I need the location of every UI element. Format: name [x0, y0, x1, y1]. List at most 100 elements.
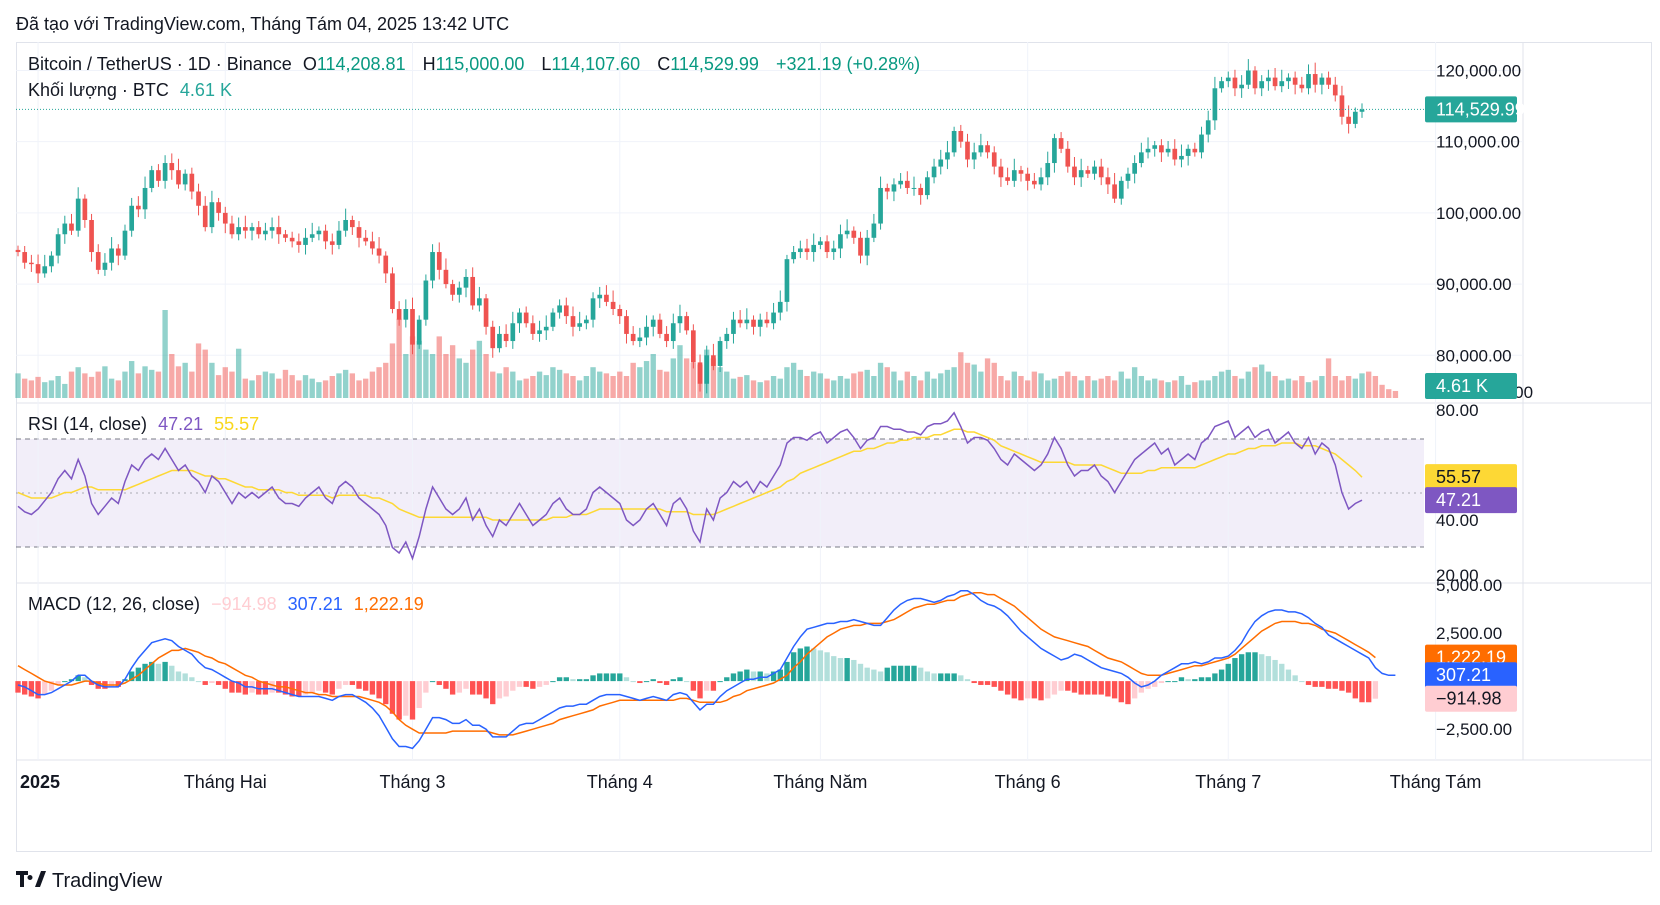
candle-body: [1185, 148, 1191, 156]
chart-caption: Đã tạo với TradingView.com, Tháng Tám 04…: [16, 14, 510, 34]
macd-hist-bar: [617, 673, 623, 682]
macd-hist-bar: [724, 677, 730, 682]
macd-hist-bar: [1131, 681, 1138, 699]
volume-bar: [376, 367, 382, 398]
macd-hist-bar: [356, 681, 362, 689]
candle-body: [717, 341, 723, 366]
macd-label[interactable]: MACD (12, 26, close): [28, 594, 201, 614]
volume-bar: [1392, 390, 1399, 398]
volume-bar: [1372, 376, 1379, 398]
volume-bar: [463, 362, 469, 398]
macd-hist-bar: [530, 681, 536, 689]
macd-lines: [17, 590, 1396, 750]
macd-hist-bar: [1285, 669, 1292, 682]
macd-hist-bar: [1011, 681, 1017, 699]
macd-hist-bar: [938, 673, 944, 682]
candle-body: [289, 237, 295, 242]
macd-badge: 307.21: [1436, 665, 1491, 685]
candle-body: [416, 319, 422, 345]
volume-bar: [262, 371, 269, 398]
candle-body: [323, 230, 328, 242]
volume-bar: [329, 376, 335, 398]
volume-bar: [503, 367, 509, 398]
volume-bar: [1245, 371, 1252, 398]
volume-bar: [309, 378, 315, 398]
candle-body: [136, 205, 141, 210]
macd-hist-bar: [1259, 654, 1265, 682]
macd-hist-bar: [1045, 681, 1051, 699]
volume-bar: [409, 336, 416, 398]
volume-bar: [155, 371, 162, 398]
candle-body: [22, 252, 28, 263]
symbol-name[interactable]: Bitcoin / TetherUS · 1D · Binance: [28, 54, 292, 74]
macd-hist-bar: [710, 681, 717, 691]
macd-hist-bar: [429, 681, 436, 683]
grid-lines: [16, 42, 1523, 760]
volume-bar: [169, 354, 175, 398]
macd-tick-label: 5,000.00: [1436, 576, 1502, 595]
volume-bar: [1319, 376, 1325, 398]
candle-body: [196, 191, 201, 206]
volume-bar: [1252, 367, 1258, 398]
volume-bar: [536, 371, 543, 398]
volume-bar: [824, 378, 830, 398]
macd-hist-bar: [62, 681, 68, 683]
macd-hist-bar: [864, 667, 870, 682]
volume-bar: [22, 378, 28, 398]
candle-body: [757, 319, 763, 327]
macd-hist-bar: [877, 671, 884, 682]
volume-label[interactable]: Khối lượng · BTC: [28, 80, 169, 100]
candle-body: [797, 248, 803, 253]
macd-hist-bar: [209, 681, 215, 684]
candle-body: [530, 323, 536, 334]
macd-hist-bar: [857, 663, 864, 682]
macd-hist-bar: [490, 681, 496, 705]
volume-bar: [1192, 382, 1198, 398]
candle-body: [644, 326, 649, 338]
volume-bar: [750, 380, 757, 398]
volume-bar: [804, 376, 810, 398]
macd-hist-bar: [784, 661, 790, 682]
candle-body: [490, 326, 496, 349]
volume-bar: [149, 369, 155, 398]
macd-hist-bar: [476, 681, 483, 695]
macd-hist-bar: [958, 675, 964, 682]
volume-bar: [142, 366, 148, 398]
macd-hist-bar: [1272, 659, 1278, 682]
candle-body: [222, 212, 228, 224]
volume-bar: [924, 371, 931, 398]
macd-hist-bar: [1105, 681, 1111, 697]
candle-body: [1286, 77, 1291, 82]
volume-bar: [744, 375, 750, 398]
candle-body: [624, 316, 629, 334]
candle-body: [436, 252, 442, 270]
macd-hist-bar: [1359, 681, 1365, 703]
volume-bar: [62, 383, 68, 398]
candle-body: [477, 298, 482, 306]
open-value: 114,208.81: [316, 54, 406, 74]
candle-body: [276, 227, 282, 235]
macd-hist-bar: [844, 658, 850, 682]
candle-body: [62, 223, 68, 235]
macd-hist-bar: [470, 681, 476, 695]
tradingview-logo[interactable]: TradingView: [16, 870, 162, 893]
candle-body: [1346, 116, 1351, 124]
volume-bar: [1131, 367, 1138, 398]
rsi-tick-label: 40.00: [1436, 511, 1479, 530]
last-price-badge: 114,529.99: [1436, 99, 1525, 119]
volume-bar: [784, 367, 790, 398]
macd-hist-bar: [142, 663, 148, 682]
close-label: C: [657, 54, 671, 74]
volume-bar: [195, 343, 202, 398]
volume-bar: [175, 366, 182, 398]
candle-body: [697, 362, 703, 384]
rsi-label[interactable]: RSI (14, close): [28, 414, 148, 434]
macd-hist-bar: [563, 677, 569, 682]
candle-body: [29, 262, 34, 265]
volume-bar: [857, 371, 864, 398]
macd-hist-bar: [590, 675, 596, 682]
low-value: 114,107.60: [551, 54, 641, 74]
candle-body: [543, 326, 549, 331]
macd-hist-bar: [597, 673, 603, 682]
